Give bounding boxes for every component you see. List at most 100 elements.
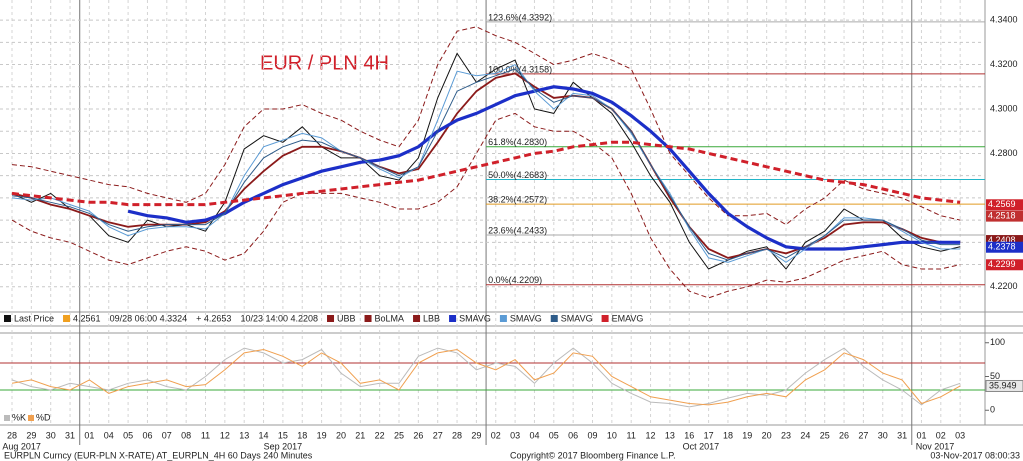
price-tag <box>986 235 1023 247</box>
fib-label: 61.8%(4.2830) <box>488 137 547 147</box>
footer-center: Copyright© 2017 Bloomberg Finance L.P. <box>510 450 676 460</box>
legend-label: %D <box>36 412 51 422</box>
price-tag <box>986 259 1023 271</box>
x-tick-label: 14 <box>259 430 269 440</box>
x-tick-label: 29 <box>26 430 36 440</box>
x-tick-label: 30 <box>878 430 888 440</box>
x-tick-label: 22 <box>375 430 385 440</box>
x-tick-label: 03 <box>955 430 965 440</box>
month-label: Nov 2017 <box>916 441 955 451</box>
x-tick-label: 26 <box>839 430 849 440</box>
legend-label: Last Price <box>14 313 54 323</box>
series-line <box>11 63 961 263</box>
x-tick-label: 16 <box>684 430 694 440</box>
legend-label: UBB <box>337 313 356 323</box>
legend-label: 09/28 06:00 4.3324 <box>110 313 188 323</box>
month-label: Aug 2017 <box>2 441 41 451</box>
fib-label: 123.6%(4.3392) <box>488 12 552 22</box>
legend-swatch <box>499 315 507 322</box>
legend-swatch <box>4 415 10 421</box>
x-tick-label: 17 <box>704 430 714 440</box>
x-tick-label: 20 <box>762 430 772 440</box>
legend-swatch <box>601 315 609 322</box>
month-label: Oct 2017 <box>683 441 720 451</box>
last-value-tag <box>985 379 1023 392</box>
x-tick-label: 28 <box>7 430 17 440</box>
y-tick-label: 4.2800 <box>990 148 1018 158</box>
x-tick-label: 27 <box>433 430 443 440</box>
fib-label: 100.0%(4.3158) <box>488 64 552 74</box>
x-tick-label: 11 <box>627 430 636 440</box>
legend-swatch <box>364 315 372 322</box>
x-tick-label: 13 <box>239 430 249 440</box>
x-tick-label: 21 <box>355 430 365 440</box>
x-tick-label: 07 <box>162 430 172 440</box>
x-tick-label: 24 <box>800 430 810 440</box>
price-tag-label: 4.2518 <box>988 210 1016 220</box>
x-tick-label: 19 <box>742 430 752 440</box>
price-tag-label: 4.2299 <box>988 259 1016 269</box>
footer-left: EURPLN Curncy (EUR-PLN X-RATE) AT_EURPLN… <box>4 450 313 460</box>
fib-label: 0.0%(4.2209) <box>488 275 542 285</box>
series-line <box>11 26 961 226</box>
last-value-label: 35.949 <box>989 380 1017 390</box>
price-tag-label: 4.2378 <box>988 242 1016 252</box>
legend-swatch <box>63 315 71 322</box>
x-tick-label: 09 <box>587 430 597 440</box>
x-tick-label: 26 <box>413 430 423 440</box>
legend-label: SMAVG <box>459 313 491 323</box>
y-tick-label: 4.2200 <box>990 281 1018 291</box>
y-tick-label: 4.3200 <box>990 59 1018 69</box>
footer-right: 03-Nov-2017 08:00:33 <box>930 450 1020 460</box>
x-tick-label: 06 <box>568 430 578 440</box>
fib-label: 50.0%(4.2683) <box>488 170 547 180</box>
x-tick-label: 05 <box>549 430 559 440</box>
series-line <box>11 140 961 207</box>
x-tick-label: 19 <box>317 430 327 440</box>
x-tick-label: 06 <box>142 430 152 440</box>
x-tick-label: 27 <box>858 430 868 440</box>
series-line <box>11 348 961 406</box>
x-tick-label: 23 <box>781 430 791 440</box>
price-tag-label: 4.2569 <box>988 199 1016 209</box>
x-tick-label: 25 <box>394 430 404 440</box>
x-tick-label: 28 <box>452 430 462 440</box>
month-label: Sep 2017 <box>264 441 303 451</box>
legend-swatch <box>449 315 457 322</box>
x-tick-label: 04 <box>529 430 539 440</box>
x-tick-label: 12 <box>220 430 230 440</box>
x-tick-label: 30 <box>46 430 56 440</box>
x-tick-label: 13 <box>665 430 675 440</box>
y-tick-label: 4.3000 <box>990 103 1018 113</box>
x-tick-label: 08 <box>181 430 191 440</box>
legend-label: SMAVG <box>510 313 542 323</box>
x-tick-label: 25 <box>820 430 830 440</box>
x-tick-label: 04 <box>104 430 114 440</box>
series-line <box>127 85 961 251</box>
x-tick-label: 29 <box>471 430 481 440</box>
legend-swatch <box>550 315 558 322</box>
x-tick-label: 11 <box>201 430 210 440</box>
price-tag <box>986 210 1023 222</box>
x-tick-label: 31 <box>897 430 907 440</box>
legend-label: %K <box>12 412 26 422</box>
y-tick-label: 50 <box>990 371 1000 381</box>
legend-swatch <box>4 315 11 322</box>
price-tag <box>986 199 1023 211</box>
price-tag <box>986 241 1023 253</box>
legend-swatch <box>413 315 421 322</box>
legend-label: LBB <box>423 313 440 323</box>
fib-label: 23.6%(4.2433) <box>488 225 547 235</box>
chart-title: EUR / PLN 4H <box>260 52 389 74</box>
x-tick-label: 10 <box>607 430 617 440</box>
y-tick-label: 100 <box>990 337 1005 347</box>
legend-label: 4.2561 <box>73 313 101 323</box>
y-tick-label: 4.3400 <box>990 14 1018 24</box>
legend-label: EMAVG <box>612 313 644 323</box>
x-tick-label: 20 <box>336 430 346 440</box>
legend-label: 10/23 14:00 4.2208 <box>240 313 318 323</box>
x-tick-label: 02 <box>936 430 946 440</box>
legend-label: SMAVG <box>561 313 593 323</box>
